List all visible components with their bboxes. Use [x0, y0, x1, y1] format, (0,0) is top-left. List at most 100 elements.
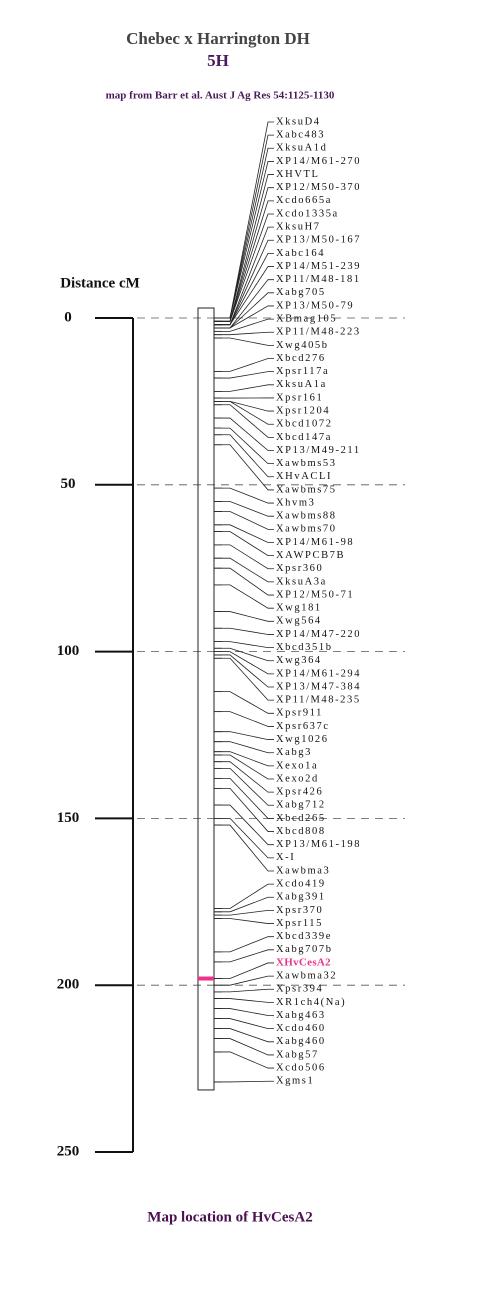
marker-connector	[214, 213, 274, 322]
marker-label: Xbcd276	[276, 353, 326, 364]
marker-connector	[214, 358, 274, 372]
marker-connector	[214, 371, 274, 379]
marker-connector	[214, 611, 274, 622]
marker-label: Xpsr1204	[276, 405, 330, 416]
marker-connector	[214, 511, 274, 530]
marker-connector	[214, 787, 274, 832]
marker-label: Xpsr115	[276, 918, 323, 929]
marker-connector	[214, 741, 274, 754]
marker-label: XP11/M48-223	[276, 327, 361, 338]
marker-label: Xcdo460	[276, 1023, 326, 1034]
marker-label: Xbcd351b	[276, 642, 333, 653]
marker-label: XBmag105	[276, 314, 337, 325]
marker-label: Xcdo665a	[276, 195, 332, 206]
marker-label: XHvACLI	[276, 471, 332, 482]
marker-connector	[214, 444, 274, 491]
tick-label: 250	[57, 1143, 80, 1159]
marker-connector	[214, 1008, 274, 1016]
marker-label: Xpsr161	[276, 392, 323, 403]
marker-label: Xgms1	[276, 1076, 314, 1087]
marker-label: XksuD4	[276, 116, 321, 127]
marker-connector	[214, 824, 274, 872]
marker-label: XHVTL	[276, 169, 320, 180]
marker-label: Xhvm3	[276, 497, 316, 508]
marker-label: XP13/M47-384	[276, 681, 361, 692]
marker-label: XP11/M48-181	[276, 274, 361, 285]
marker-connector	[214, 627, 274, 635]
marker-label: Xabg712	[276, 800, 326, 811]
marker-connector	[214, 998, 274, 1003]
marker-label: XP12/M50-71	[276, 589, 354, 600]
marker-connector	[214, 174, 274, 322]
marker-label: Xabc164	[276, 248, 325, 259]
marker-connector	[214, 557, 274, 583]
marker-label: Xabg705	[276, 287, 326, 298]
marker-label: Xbcd265	[276, 813, 326, 824]
marker-label: Xbcd1072	[276, 419, 333, 430]
marker-connector	[214, 918, 274, 924]
marker-label: Xpsr370	[276, 905, 323, 916]
marker-label: Xwg1026	[276, 734, 329, 745]
marker-label: Xabg707b	[276, 944, 333, 955]
marker-connector	[214, 531, 274, 557]
marker-label: Xawbms75	[276, 484, 337, 495]
marker-label: Xwg564	[276, 616, 322, 627]
marker-label: Xbcd808	[276, 826, 326, 837]
marker-connector	[214, 1051, 274, 1069]
marker-label: Xexo2d	[276, 773, 319, 784]
marker-label: XR1ch4(Na)	[276, 997, 346, 1008]
marker-connector	[214, 975, 274, 986]
marker-connector	[214, 331, 274, 336]
marker-label: Xpsr117a	[276, 366, 329, 377]
marker-connector	[214, 647, 274, 662]
marker-connector	[214, 487, 274, 504]
marker-label: Xexo1a	[276, 760, 318, 771]
marker-connector	[214, 524, 274, 543]
marker-connector	[214, 711, 274, 727]
marker-connector	[214, 910, 274, 916]
marker-connector	[214, 691, 274, 714]
marker-connector	[214, 657, 274, 701]
marker-connector	[214, 767, 274, 806]
marker-connector	[214, 501, 274, 517]
marker-label: Xabg3	[276, 747, 312, 758]
marker-label: XP14/M51-239	[276, 261, 361, 272]
marker-label: XP13/M50-79	[276, 300, 354, 311]
marker-label: XksuH7	[276, 222, 321, 233]
marker-connector	[214, 584, 274, 609]
marker-label: Xbcd147a	[276, 432, 332, 443]
marker-label: Xabg463	[276, 1010, 326, 1021]
marker-connector	[214, 936, 274, 953]
marker-connector	[214, 654, 274, 688]
axis-label: Distance cM	[60, 275, 140, 291]
marker-connector	[214, 896, 274, 913]
marker-connector	[214, 1018, 274, 1030]
marker-label: Xpsr911	[276, 708, 323, 719]
marker-label: Xcdo1335a	[276, 208, 339, 219]
marker-label: Xawbms88	[276, 511, 337, 522]
marker-label: XP13/M49-211	[276, 445, 361, 456]
marker-label: Xpsr426	[276, 787, 323, 798]
highlight-bar	[198, 976, 214, 981]
source: map from Barr et al. Aust J Ag Res 54:11…	[106, 90, 335, 102]
caption: Map location of HvCesA2	[147, 1209, 312, 1225]
tick-label: 150	[57, 810, 80, 826]
marker-label: XP12/M50-370	[276, 182, 361, 193]
marker-label: Xcdo419	[276, 879, 326, 890]
marker-connector	[214, 266, 274, 326]
marker-connector	[214, 567, 274, 596]
marker-connector	[214, 777, 274, 819]
marker-connector	[214, 949, 274, 963]
marker-label: Xpsr637c	[276, 721, 330, 732]
marker-label: XP14/M47-220	[276, 629, 361, 640]
marker-connector	[214, 384, 274, 392]
marker-label: Xcdo506	[276, 1062, 326, 1073]
marker-label: Xwg364	[276, 655, 322, 666]
tick-label: 200	[57, 977, 80, 993]
marker-label: XP14/M61-98	[276, 537, 354, 548]
chromosome: 5H	[207, 51, 229, 70]
marker-label: Xabg391	[276, 892, 326, 903]
marker-connector	[214, 161, 274, 319]
tick-label: 0	[64, 309, 72, 325]
marker-label: Xawbma32	[276, 971, 337, 982]
